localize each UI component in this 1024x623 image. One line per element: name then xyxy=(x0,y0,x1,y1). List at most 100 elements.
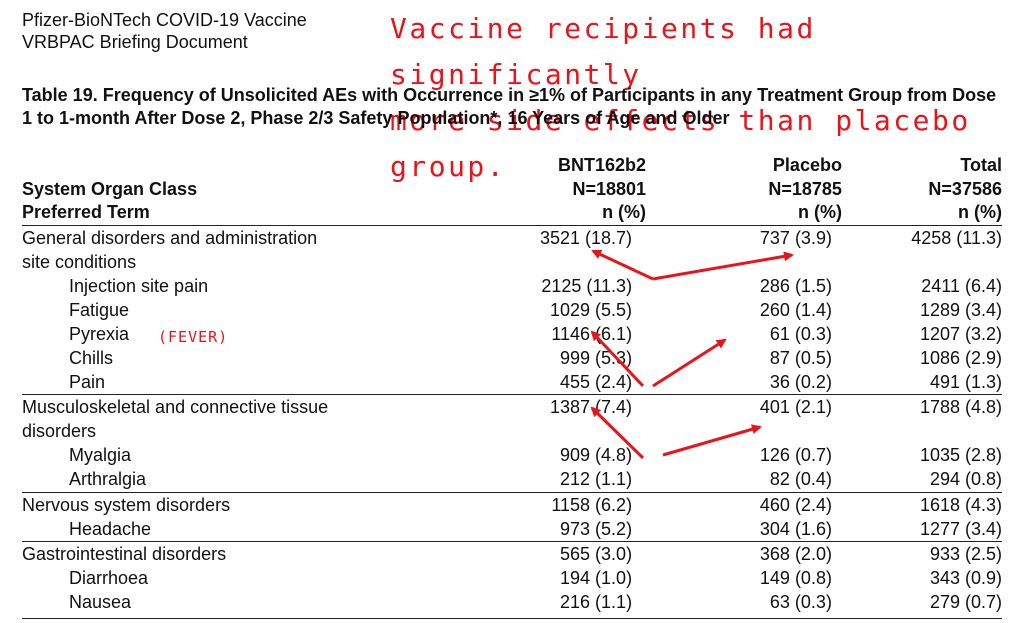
total-cell: 1086 (2.9) xyxy=(919,347,1002,368)
row-label: Gastrointestinal disorders xyxy=(22,540,437,566)
placebo-cell: 401 (2.1) xyxy=(646,394,842,420)
bnt-column-header: BNT162b2 xyxy=(558,155,647,175)
bnt-cell: 216 (1.1) xyxy=(560,591,633,612)
total-cell: 1035 (2.8) xyxy=(919,445,1002,466)
total-cell: 294 (0.8) xyxy=(929,469,1002,490)
row-label: Nervous system disorders xyxy=(22,491,437,517)
placebo-cell: 304 (1.6) xyxy=(759,518,832,539)
table-caption: Table 19. Frequency of Unsolicited AEs w… xyxy=(22,85,997,128)
placebo-cell: 82 (0.4) xyxy=(769,469,832,490)
bnt-cell: 2125 (11.3) xyxy=(541,275,633,296)
arrow-pyrexia-bnt xyxy=(590,330,645,388)
table-bottom-rule xyxy=(22,618,1002,619)
bnt-cell: 212 (1.1) xyxy=(560,469,633,490)
placebo-unit-header: n (%) xyxy=(646,201,842,226)
table-row: Arthralgia 212 (1.1) 82 (0.4) 294 (0.8) xyxy=(22,467,1002,492)
table-row: Musculoskeletal and connective tissue 13… xyxy=(22,394,1002,420)
annotation-callout: Vaccine recipients had significantly mor… xyxy=(390,6,1024,190)
bnt-cell: 3521 (18.7) xyxy=(539,227,633,248)
placebo-cell: 126 (0.7) xyxy=(759,445,832,466)
arrow-general-placebo xyxy=(652,251,794,281)
total-cell: 1618 (4.3) xyxy=(841,491,1002,517)
placebo-cell: 286 (1.5) xyxy=(759,275,832,296)
placebo-cell: 87 (0.5) xyxy=(769,347,832,368)
arrow-pyrexia-placebo xyxy=(652,338,727,388)
row-label: Chills xyxy=(69,347,114,368)
table-row: Myalgia 909 (4.8) 126 (0.7) 1035 (2.8) xyxy=(22,443,1002,467)
table-row: General disorders and administration 352… xyxy=(22,225,1002,250)
document-title: Pfizer-BioNTech COVID-19 Vaccine xyxy=(22,10,307,30)
placebo-column-header: Placebo xyxy=(772,155,842,175)
row-label: Arthralgia xyxy=(69,469,147,490)
bnt-cell: 194 (1.0) xyxy=(560,567,633,588)
bnt-cell: 1029 (5.5) xyxy=(550,299,633,320)
total-cell: 933 (2.5) xyxy=(841,540,1002,566)
row-label: Headache xyxy=(69,518,152,539)
bnt-unit-header: n (%) xyxy=(436,201,647,226)
total-n-header: N=37586 xyxy=(928,178,1002,199)
row-label: General disorders and administration xyxy=(22,227,318,248)
row-label: Myalgia xyxy=(69,445,132,466)
total-cell: 1788 (4.8) xyxy=(841,394,1002,420)
placebo-cell: 36 (0.2) xyxy=(769,372,832,393)
arrow-general-bnt xyxy=(591,249,654,281)
row-label: Injection site pain xyxy=(69,275,209,296)
table-row: Injection site pain 2125 (11.3) 286 (1.5… xyxy=(22,274,1002,298)
table-row: Nervous system disorders 1158 (6.2) 460 … xyxy=(22,491,1002,517)
table-row: Headache 973 (5.2) 304 (1.6) 1277 (3.4) xyxy=(22,517,1002,542)
table-row: Gastrointestinal disorders 565 (3.0) 368… xyxy=(22,540,1002,566)
header-row-3: Preferred Term n (%) n (%) n (%) xyxy=(22,201,1002,226)
table-row: Pain 455 (2.4) 36 (0.2) 491 (1.3) xyxy=(22,370,1002,395)
table-row: Chills 999 (5.3) 87 (0.5) 1086 (2.9) xyxy=(22,346,1002,370)
total-cell: 279 (0.7) xyxy=(929,591,1002,612)
total-cell: 343 (0.9) xyxy=(929,567,1002,588)
placebo-cell: 61 (0.3) xyxy=(769,323,832,344)
row-label: Pyrexia xyxy=(69,323,130,344)
system-organ-class-header: System Organ Class xyxy=(22,178,198,199)
total-cell: 2411 (6.4) xyxy=(921,275,1002,296)
table-row: Diarrhoea 194 (1.0) 149 (0.8) 343 (0.9) xyxy=(22,566,1002,590)
header-row-1: BNT162b2 Placebo Total xyxy=(22,154,1002,178)
table-row: Nausea 216 (1.1) 63 (0.3) 279 (0.7) xyxy=(22,590,1002,614)
placebo-cell: 63 (0.3) xyxy=(769,591,832,612)
preferred-term-header: Preferred Term xyxy=(22,201,437,226)
total-unit-header: n (%) xyxy=(841,201,1002,226)
row-label: Fatigue xyxy=(69,299,130,320)
placebo-cell: 260 (1.4) xyxy=(759,299,832,320)
table-row: site conditions xyxy=(22,250,1002,274)
arrow-musculo-placebo xyxy=(662,424,762,457)
row-label: Diarrhoea xyxy=(69,567,149,588)
total-column-header: Total xyxy=(960,155,1002,175)
bnt-cell: 1158 (6.2) xyxy=(436,491,647,517)
bnt-cell: 455 (2.4) xyxy=(560,372,633,393)
adverse-events-table: BNT162b2 Placebo Total System Organ Clas… xyxy=(22,154,1002,614)
placebo-n-header: N=18785 xyxy=(768,178,842,199)
bnt-cell: 909 (4.8) xyxy=(560,445,633,466)
row-label: Musculoskeletal and connective tissue xyxy=(22,394,437,420)
table-row: Fatigue 1029 (5.5) 260 (1.4) 1289 (3.4) xyxy=(22,298,1002,322)
header-row-2: System Organ Class N=18801 N=18785 N=375… xyxy=(22,178,1002,202)
document-header: Pfizer-BioNTech COVID-19 Vaccine VRBPAC … xyxy=(22,9,307,53)
placebo-cell: 737 (3.9) xyxy=(759,227,832,248)
row-label: Nausea xyxy=(69,591,132,612)
bnt-cell: 999 (5.3) xyxy=(560,347,633,368)
placebo-cell: 149 (0.8) xyxy=(759,567,832,588)
bnt-n-header: N=18801 xyxy=(572,178,647,199)
arrow-musculo-bnt xyxy=(590,406,645,460)
total-cell: 1289 (3.4) xyxy=(919,299,1002,320)
total-cell: 1277 (3.4) xyxy=(919,518,1002,539)
fever-annotation: (FEVER) xyxy=(158,328,229,346)
bnt-cell: 565 (3.0) xyxy=(436,540,647,566)
placebo-cell: 368 (2.0) xyxy=(646,540,842,566)
row-label: Pain xyxy=(69,372,106,393)
callout-line-1: Vaccine recipients had significantly xyxy=(390,12,816,91)
bnt-cell: 973 (5.2) xyxy=(560,518,633,539)
callout-line-2: more side effects than placebo group. xyxy=(390,104,971,183)
total-cell: 4258 (11.3) xyxy=(911,227,1002,248)
row-label: disorders xyxy=(22,421,97,442)
document-subtitle: VRBPAC Briefing Document xyxy=(22,32,248,52)
row-label: site conditions xyxy=(22,251,137,272)
table-row: disorders xyxy=(22,419,1002,443)
total-cell: 491 (1.3) xyxy=(929,372,1002,393)
